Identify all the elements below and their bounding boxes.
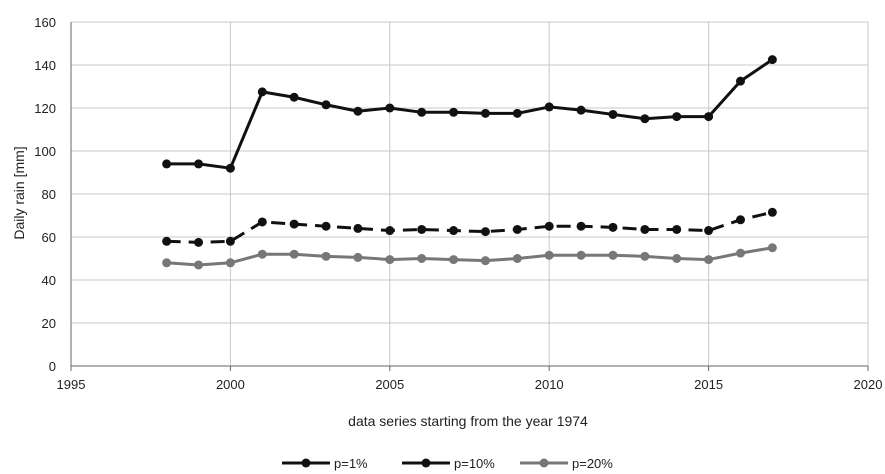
data-point [576,105,586,115]
data-point [194,237,204,247]
y-tick-label: 160 [34,15,56,30]
data-point [449,226,459,236]
data-point [225,236,235,246]
data-point [449,255,459,265]
data-point [512,108,522,118]
x-tick-label: 1995 [57,377,86,392]
legend-swatch-marker [421,458,431,468]
series-2 [162,207,777,247]
data-point [162,236,172,246]
data-point [480,227,490,237]
legend-label: p=20% [572,456,613,471]
series-line [166,246,773,267]
data-point [162,159,172,169]
data-point [449,107,459,117]
data-point [608,222,618,232]
legend-label: p=1% [334,456,368,471]
data-point [512,224,522,234]
data-point [640,251,650,261]
data-point [385,226,395,236]
y-tick-label: 0 [49,359,56,374]
series-line [166,58,774,170]
data-point [353,252,363,262]
x-tick-label: 2020 [854,377,883,392]
data-point [194,159,204,169]
data-point [608,250,618,260]
series-1 [162,55,777,173]
data-point [767,55,777,65]
data-point [480,108,490,118]
data-point [735,215,745,225]
data-point [608,109,618,119]
y-tick-label: 40 [42,273,56,288]
data-point [576,221,586,231]
x-tick-label: 2005 [375,377,404,392]
y-tick-label: 20 [42,316,56,331]
grid-lines [71,21,869,366]
x-tick-label: 2010 [535,377,564,392]
y-tick-label: 60 [42,230,56,245]
x-axis-label: data series starting from the year 1974 [348,413,588,429]
data-point [672,254,682,263]
legend-swatch-marker [301,458,311,468]
y-tick-label: 140 [34,58,56,73]
series-line [166,210,773,244]
data-point [194,260,204,270]
legend-item: p=10% [402,456,495,471]
data-point [544,102,554,112]
data-point [289,219,299,229]
data-point [704,255,714,265]
data-point [417,254,427,263]
data-point [767,207,777,217]
legend-label: p=10% [454,456,495,471]
data-point [704,112,714,122]
data-point [544,221,554,231]
data-point [640,114,650,124]
data-point [321,100,331,110]
data-point [544,250,554,260]
data-point [289,92,299,102]
plot-area [162,55,777,270]
data-point [225,163,235,173]
data-point [417,107,427,117]
data-point [385,103,395,113]
data-point [640,224,650,234]
data-point [321,221,331,231]
legend: p=1% p=10% p=20% [282,456,613,471]
data-point [735,248,745,258]
y-tick-label: 120 [34,101,56,116]
y-tick-label: 80 [42,187,56,202]
data-point [257,217,267,227]
data-point [162,258,172,268]
data-point [672,112,682,122]
data-point [767,243,777,253]
data-point [704,226,714,236]
data-point [672,224,682,234]
y-tick-label: 100 [34,144,56,159]
data-point [257,249,267,259]
axes [70,22,869,371]
y-axis-label: Daily rain [mm] [11,146,27,239]
y-tick-labels: 0 20 40 60 80 100 120 140 160 [34,15,56,374]
data-point [735,76,745,86]
data-point [385,255,395,265]
data-point [289,249,299,259]
legend-item: p=1% [282,456,368,471]
data-point [576,250,586,260]
data-point [353,106,363,116]
data-point [353,223,363,233]
data-point [417,224,427,234]
data-point [257,87,267,97]
legend-item: p=20% [520,456,613,471]
data-point [321,251,331,261]
series-3 [162,243,777,270]
x-tick-label: 2000 [216,377,245,392]
x-tick-labels: 1995 2000 2005 2010 2015 2020 [57,377,883,392]
data-point [480,256,490,266]
data-point [225,258,235,268]
legend-swatch-marker [539,458,549,468]
data-point [512,254,522,263]
x-tick-label: 2015 [694,377,723,392]
